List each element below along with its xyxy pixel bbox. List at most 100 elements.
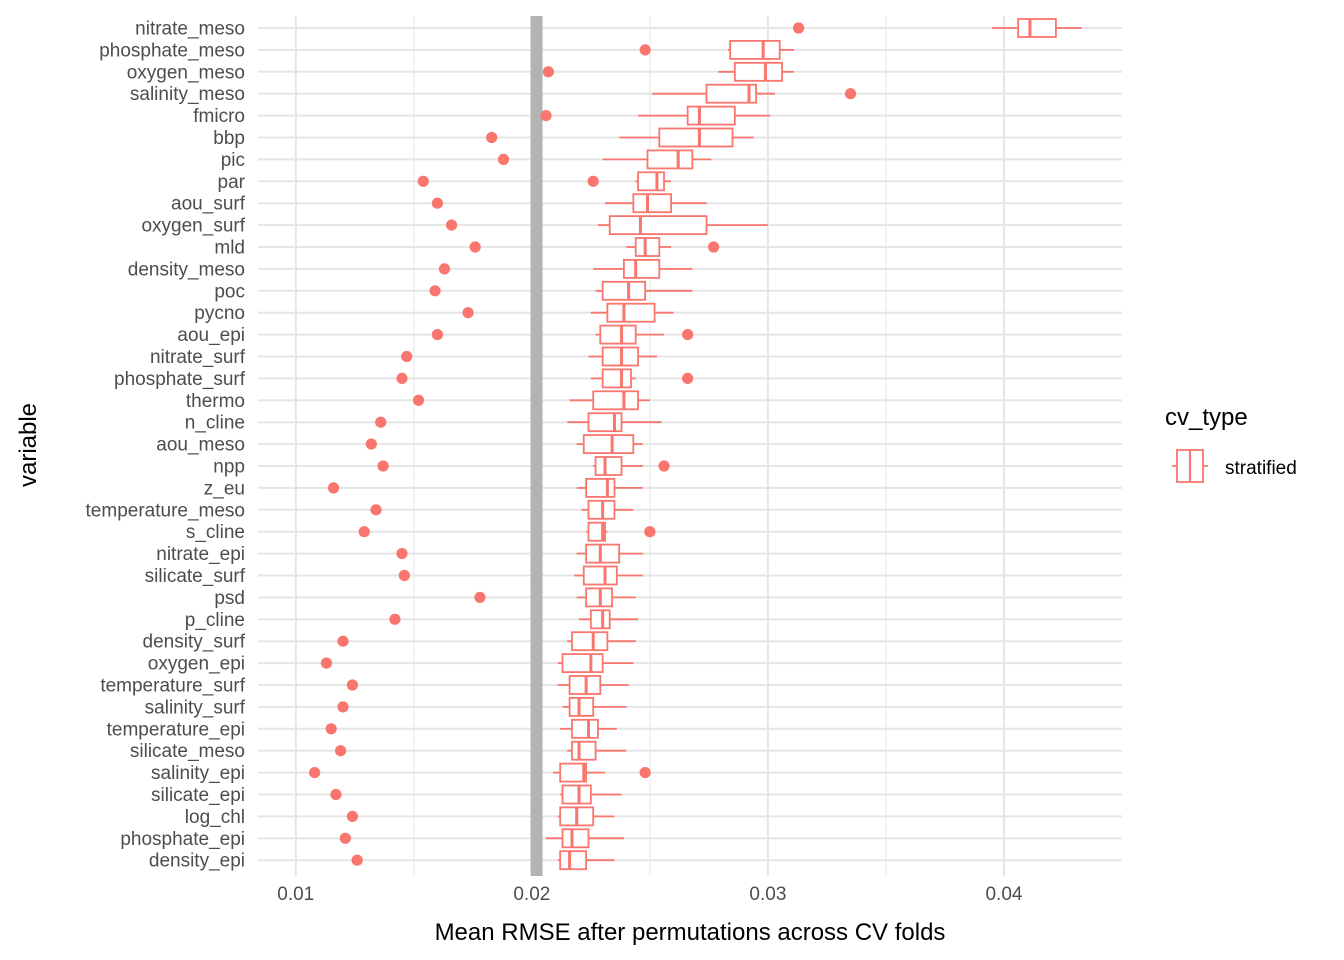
box-fmicro bbox=[540, 105, 771, 126]
y-tick-label: aou_surf bbox=[171, 194, 246, 215]
y-tick-label: fmicro bbox=[193, 106, 245, 127]
outlier-point bbox=[377, 460, 389, 472]
box-iqr bbox=[559, 850, 588, 871]
y-tick-label: phosphate_meso bbox=[99, 40, 245, 61]
y-tick-label: par bbox=[218, 172, 246, 193]
outlier-point bbox=[438, 263, 451, 275]
x-tick-label: 0.03 bbox=[749, 884, 786, 905]
box-iqr bbox=[637, 171, 665, 192]
x-tick-labels: 0.01 0.02 0.03 0.04 bbox=[277, 884, 1023, 905]
y-tick-label: mld bbox=[214, 238, 245, 259]
outlier-point bbox=[486, 131, 498, 144]
box-iqr bbox=[632, 193, 673, 214]
box-iqr bbox=[582, 434, 635, 455]
box-iqr bbox=[733, 61, 783, 82]
box-aou_surf bbox=[431, 193, 707, 214]
outlier-point bbox=[358, 526, 370, 538]
outlier-point bbox=[429, 285, 441, 297]
box-npp bbox=[377, 456, 670, 476]
box-aou_meso bbox=[365, 434, 643, 455]
y-tick-label: nitrate_meso bbox=[135, 19, 245, 40]
box-iqr bbox=[601, 280, 647, 301]
box-pycno bbox=[462, 302, 674, 323]
y-tick-label: pic bbox=[221, 150, 245, 171]
box-iqr bbox=[592, 390, 639, 411]
outlier-point bbox=[325, 723, 337, 735]
outlier-point bbox=[365, 438, 377, 450]
box-bbp bbox=[486, 127, 754, 148]
box-iqr bbox=[594, 456, 623, 476]
box-density_meso bbox=[438, 258, 693, 279]
box-iqr bbox=[646, 149, 694, 170]
outlier-point bbox=[370, 504, 382, 516]
y-tick-label: density_epi bbox=[149, 851, 245, 872]
outlier-point bbox=[335, 745, 347, 757]
outlier-point bbox=[401, 350, 413, 363]
box-temperature_epi bbox=[325, 718, 617, 739]
box-phosphate_surf bbox=[396, 368, 694, 389]
box-silicate_epi bbox=[330, 784, 622, 805]
box-salinity_epi bbox=[309, 762, 651, 783]
x-tick-label: 0.01 bbox=[277, 884, 314, 905]
y-tick-label: silicate_meso bbox=[130, 741, 245, 762]
box-pic bbox=[497, 149, 712, 170]
boxes bbox=[309, 18, 1082, 871]
box-salinity_meso bbox=[652, 83, 857, 104]
box-iqr bbox=[608, 215, 708, 236]
y-tick-label: salinity_surf bbox=[145, 697, 246, 718]
outlier-point bbox=[320, 657, 333, 669]
outlier-point bbox=[375, 416, 387, 428]
outlier-point bbox=[844, 88, 857, 100]
outlier-point bbox=[398, 569, 410, 582]
box-nitrate_surf bbox=[401, 346, 657, 367]
box-iqr bbox=[623, 258, 661, 279]
outlier-point bbox=[462, 307, 474, 319]
box-iqr bbox=[606, 302, 656, 323]
box-iqr bbox=[585, 543, 621, 564]
y-tick-label: nitrate_epi bbox=[156, 544, 245, 565]
box-density_surf bbox=[337, 631, 636, 652]
y-tick-label: phosphate_surf bbox=[114, 369, 246, 390]
outlier-point bbox=[474, 591, 486, 604]
outlier-point bbox=[351, 854, 363, 866]
y-tick-label: phosphate_epi bbox=[120, 829, 245, 850]
y-tick-label: nitrate_surf bbox=[150, 347, 246, 368]
baseline-band bbox=[530, 16, 543, 876]
box-oxygen_epi bbox=[320, 653, 634, 673]
outlier-point bbox=[396, 548, 408, 560]
y-tick-label: z_eu bbox=[204, 478, 245, 499]
y-tick-label: salinity_meso bbox=[130, 84, 245, 105]
box-iqr bbox=[601, 368, 632, 389]
outlier-point bbox=[327, 482, 340, 494]
box-iqr bbox=[634, 237, 661, 257]
y-tick-label: poc bbox=[214, 281, 245, 302]
legend-key-stratified bbox=[1172, 449, 1208, 483]
y-tick-label: temperature_surf bbox=[100, 676, 245, 697]
box-iqr bbox=[561, 828, 590, 849]
box-iqr bbox=[559, 762, 588, 783]
outlier-point bbox=[540, 110, 552, 122]
outlier-point bbox=[431, 197, 444, 209]
outlier-point bbox=[497, 153, 510, 165]
box-z_eu bbox=[327, 477, 643, 498]
box-nitrate_epi bbox=[396, 543, 643, 564]
box-iqr bbox=[571, 718, 599, 739]
box-iqr bbox=[568, 697, 595, 717]
y-tick-label: density_surf bbox=[143, 632, 246, 653]
box-phosphate_meso bbox=[639, 40, 794, 60]
outlier-point bbox=[708, 241, 720, 253]
box-iqr bbox=[589, 609, 611, 630]
box-psd bbox=[474, 587, 636, 608]
outlier-point bbox=[469, 241, 481, 253]
y-tick-label: thermo bbox=[186, 391, 245, 412]
y-tick-label: p_cline bbox=[185, 610, 245, 631]
y-tick-label: silicate_epi bbox=[151, 785, 245, 806]
outlier-point bbox=[644, 526, 656, 538]
box-par bbox=[417, 171, 672, 192]
box-iqr bbox=[585, 477, 616, 498]
box-s_cline bbox=[358, 521, 656, 542]
box-oxygen_surf bbox=[445, 215, 768, 236]
outlier-point bbox=[346, 810, 359, 823]
legend-title: cv_type bbox=[1165, 404, 1248, 431]
